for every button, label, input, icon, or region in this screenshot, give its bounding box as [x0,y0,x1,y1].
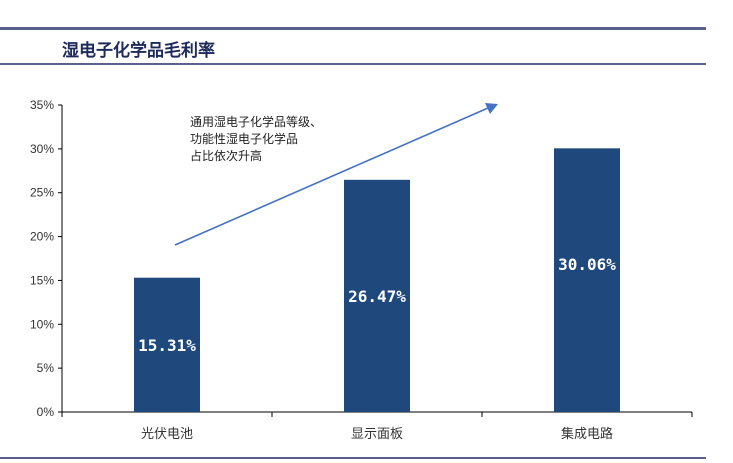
annotation-line: 功能性湿电子化学品 [190,132,299,146]
y-tick-label: 5% [37,361,55,375]
annotation-line: 通用湿电子化学品等级、 [190,115,323,129]
y-tick-label: 15% [30,273,54,287]
x-tick-label: 光伏电池 [141,427,193,442]
y-tick-label: 30% [30,142,54,156]
bar [554,148,620,412]
y-tick-label: 35% [30,98,54,112]
bar [134,277,200,412]
bottom-rule [0,457,706,459]
y-tick-label: 25% [30,186,54,200]
annotation-line: 占比依次升高 [190,149,263,163]
page-title: 湿电子化学品毛利率 [62,41,215,61]
data-label: 30.06% [558,255,616,274]
y-tick-label: 10% [30,317,54,331]
x-tick-label: 集成电路 [561,426,613,442]
annotation: 通用湿电子化学品等级、 功能性湿电子化学品 占比依次升高 [190,114,322,165]
bar [344,179,410,412]
arrow-head-icon [485,103,498,114]
top-rule [0,27,706,30]
data-label: 26.47% [348,287,406,306]
x-tick-label: 显示面板 [351,427,403,442]
y-tick-label: 20% [30,230,54,244]
data-label: 15.31% [138,336,196,355]
trend-arrow [174,107,489,246]
y-tick-label: 0% [37,405,55,419]
title-rule [0,63,706,65]
